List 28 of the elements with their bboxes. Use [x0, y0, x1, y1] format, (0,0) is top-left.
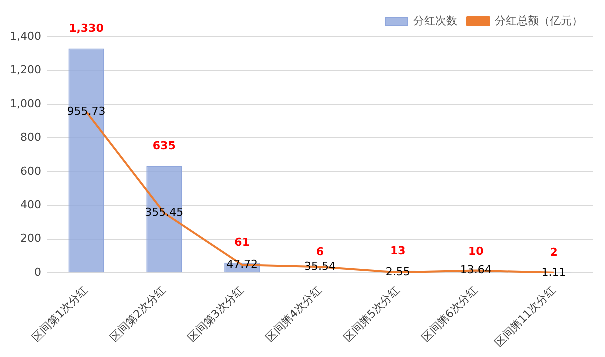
- x-tick-label: 区间第4次分红: [264, 284, 324, 345]
- data-label: 955.73: [67, 104, 106, 118]
- data-label: 635: [152, 139, 176, 152]
- x-tick-label: 区间第1次分红: [30, 284, 91, 345]
- bar: [146, 166, 182, 273]
- x-tick-label: 区间第2次分红: [108, 284, 169, 345]
- data-label: 1,330: [69, 22, 104, 36]
- y-tick-label: 800: [20, 131, 42, 144]
- y-tick-label: 200: [20, 232, 42, 246]
- data-label: 10: [468, 244, 484, 258]
- y-tick-label: 1,000: [10, 97, 42, 110]
- data-label: 61: [234, 236, 250, 250]
- y-tick-label: 600: [20, 164, 42, 178]
- legend-label: 分红总额（亿元）: [495, 14, 583, 28]
- y-tick-label: 400: [20, 198, 42, 212]
- y-tick-label: 0: [34, 266, 42, 279]
- data-label: 2: [550, 246, 558, 260]
- x-tick-label: 区间第11次分红: [492, 284, 558, 350]
- y-tick-label: 1,200: [10, 64, 42, 77]
- x-tick-label: 区间第5次分红: [342, 284, 402, 345]
- x-tick-label: 区间第3次分红: [186, 284, 246, 345]
- data-label: 1.11: [542, 266, 566, 279]
- bar: [68, 48, 104, 273]
- x-tick-label: 区间第6次分红: [419, 284, 480, 345]
- legend-label: 分红次数: [414, 14, 458, 28]
- y-tick-label: 1,400: [10, 30, 42, 43]
- data-label: 6: [316, 245, 324, 258]
- data-label: 13: [390, 244, 406, 258]
